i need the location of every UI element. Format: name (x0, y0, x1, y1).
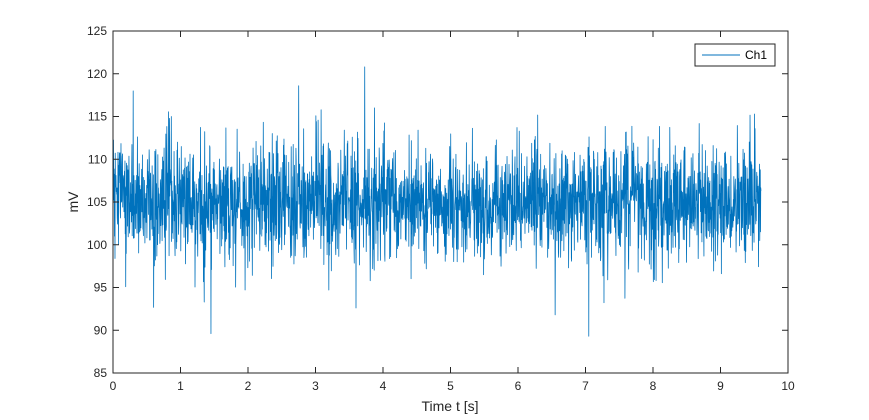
y-tick-label: 105 (87, 195, 107, 209)
x-tick-label: 8 (650, 379, 657, 393)
y-axis-label: mV (65, 191, 81, 213)
series-line-ch1 (112, 66, 762, 337)
legend-label-ch1: Ch1 (745, 48, 767, 62)
y-tick-label: 125 (87, 24, 107, 38)
x-axis-label: Time t [s] (421, 398, 478, 414)
x-tick-label: 6 (515, 379, 522, 393)
ticks-layer: 0 1 2 3 4 5 6 7 8 9 10 85 90 95 100 105 110 115 120 125 (87, 24, 795, 393)
x-tick-label: 1 (177, 379, 184, 393)
x-tick-label: 5 (447, 379, 454, 393)
x-tick-label: 2 (245, 379, 252, 393)
y-tick-label: 90 (94, 323, 108, 337)
x-tick-label: 9 (717, 379, 724, 393)
y-tick-label: 95 (94, 281, 108, 295)
x-tick-label: 4 (380, 379, 387, 393)
y-tick-label: 120 (87, 67, 107, 81)
x-tick-label: 0 (110, 379, 117, 393)
x-tick-label: 7 (582, 379, 589, 393)
y-tick-label: 115 (88, 110, 107, 124)
y-tick-label: 100 (87, 238, 107, 252)
legend: Ch1 (694, 43, 776, 67)
x-tick-label: 10 (781, 379, 795, 393)
series-layer (112, 66, 762, 337)
y-tick-label: 110 (88, 152, 107, 166)
x-tick-label: 3 (312, 379, 319, 393)
y-tick-label: 85 (94, 366, 108, 380)
